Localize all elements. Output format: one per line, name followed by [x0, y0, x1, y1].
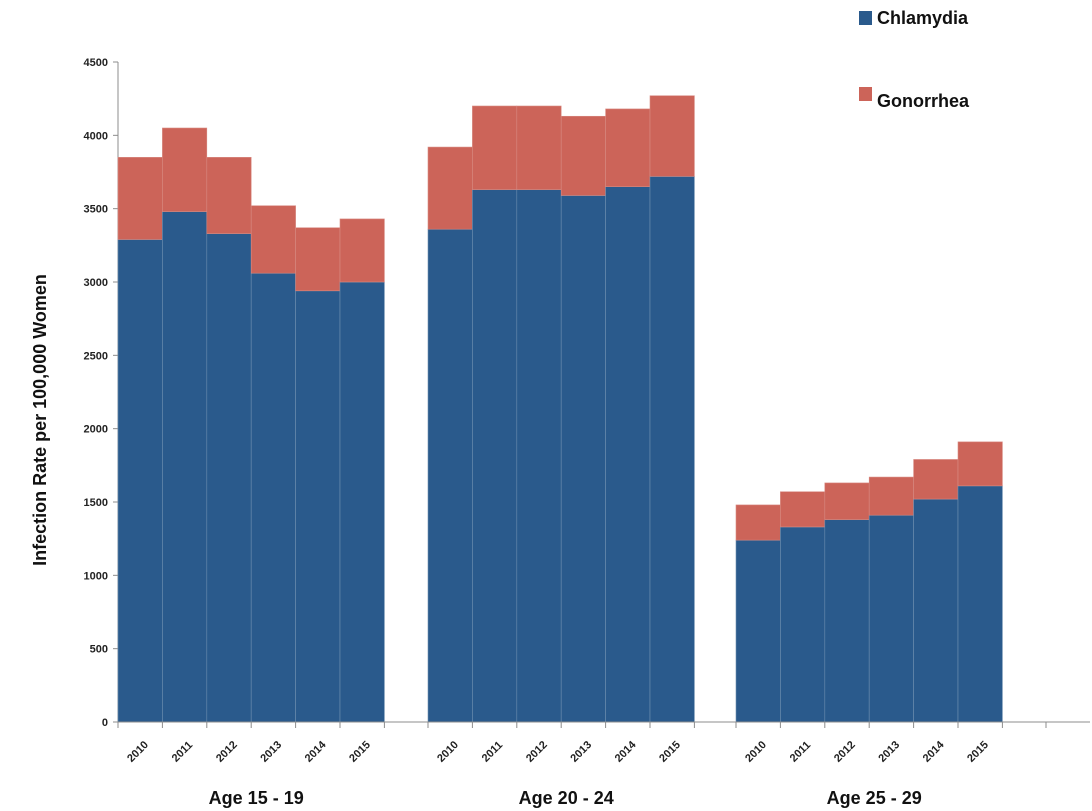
group-label: Age 20 - 24: [519, 788, 614, 808]
x-tick-label: 2011: [480, 739, 505, 764]
y-tick-label: 3000: [84, 277, 108, 289]
bar-gonorrhea: [427, 146, 473, 230]
bar-gonorrhea: [472, 105, 518, 190]
y-tick-label: 2500: [84, 350, 108, 362]
bar-chlamydia: [780, 526, 826, 723]
bar-gonorrhea: [117, 157, 163, 240]
bar-gonorrhea: [339, 218, 385, 283]
x-tick-label: 2014: [921, 738, 947, 764]
legend-label-chlamydia: Chlamydia: [877, 8, 969, 28]
bar-gonorrhea: [295, 227, 341, 292]
bar-gonorrhea: [162, 127, 208, 212]
bar-chlamydia: [117, 239, 163, 723]
legend-label-gonorrhea: Gonorrhea: [877, 91, 970, 111]
y-tick-label: 500: [90, 644, 108, 656]
bar-chlamydia: [295, 290, 341, 723]
x-tick-label: 2010: [125, 739, 151, 765]
y-axis: 0 500 1000 1500 2000 2500 3000 3500 4000 4500: [84, 57, 119, 729]
bar-chlamydia: [735, 539, 781, 723]
bar-gonorrhea: [649, 95, 695, 177]
x-tick-label: 2015: [657, 739, 683, 765]
bar-gonorrhea: [780, 491, 826, 528]
x-tick-label: 2015: [965, 739, 991, 765]
group-label: Age 25 - 29: [827, 788, 922, 808]
x-tick-label: 2011: [788, 739, 813, 764]
bar-chlamydia: [162, 211, 208, 723]
bar-chlamydia: [649, 176, 695, 723]
bar-gonorrhea: [868, 476, 914, 516]
bar-gonorrhea: [957, 441, 1003, 487]
x-tick-label: 2012: [524, 739, 550, 765]
bar-gonorrhea: [913, 459, 959, 500]
y-tick-label: 1500: [84, 497, 108, 509]
x-tick-label: 2014: [303, 738, 329, 764]
bar-chlamydia: [427, 228, 473, 723]
y-tick-label: 4500: [84, 57, 108, 69]
group-label: Age 15 - 19: [209, 788, 304, 808]
bar-gonorrhea: [560, 115, 606, 196]
x-tick-label: 2010: [435, 739, 461, 765]
bar-gonorrhea: [824, 482, 870, 520]
bar-gonorrhea: [206, 157, 252, 234]
legend-swatch-gonorrhea: [859, 87, 872, 101]
x-tick-label: 2012: [832, 739, 858, 765]
y-tick-label: 1000: [84, 570, 108, 582]
bar-chlamydia: [206, 233, 252, 723]
x-axis: 2010 2011 2012 2013 2014 2015 Age 15 - 19 2010 2…: [117, 721, 1090, 808]
x-tick-label: 2010: [743, 739, 769, 765]
x-tick-label: 2014: [613, 738, 639, 764]
legend-swatch-chlamydia: [859, 11, 872, 25]
y-tick-label: 0: [102, 717, 108, 729]
bar-chlamydia: [605, 186, 651, 723]
x-tick-label: 2012: [214, 739, 240, 765]
bar-chlamydia: [913, 498, 959, 723]
legend: Chlamydia Gonorrhea: [859, 8, 970, 111]
x-tick-label: 2015: [347, 739, 373, 765]
y-tick-label: 3500: [84, 204, 108, 216]
bar-chlamydia: [560, 195, 606, 723]
bar-chlamydia: [339, 281, 385, 723]
bar-gonorrhea: [250, 205, 296, 274]
y-tick-label: 4000: [84, 130, 108, 142]
x-tick-label: 2013: [568, 739, 594, 765]
bar-gonorrhea: [516, 105, 562, 190]
bar-chlamydia: [250, 272, 296, 723]
x-tick-label: 2013: [876, 739, 902, 765]
bar-gonorrhea: [735, 504, 781, 541]
bar-chlamydia: [824, 519, 870, 723]
bar-chlamydia: [472, 189, 518, 723]
bar-chlamydia: [957, 485, 1003, 723]
y-axis-title: Infection Rate per 100,000 Women: [30, 274, 50, 566]
x-tick-label: 2011: [170, 739, 195, 764]
bar-gonorrhea: [605, 108, 651, 187]
bars: [117, 95, 1003, 723]
bar-chlamydia: [868, 514, 914, 723]
bar-chlamydia: [516, 189, 562, 723]
y-tick-label: 2000: [84, 424, 108, 436]
x-tick-label: 2013: [258, 739, 284, 765]
